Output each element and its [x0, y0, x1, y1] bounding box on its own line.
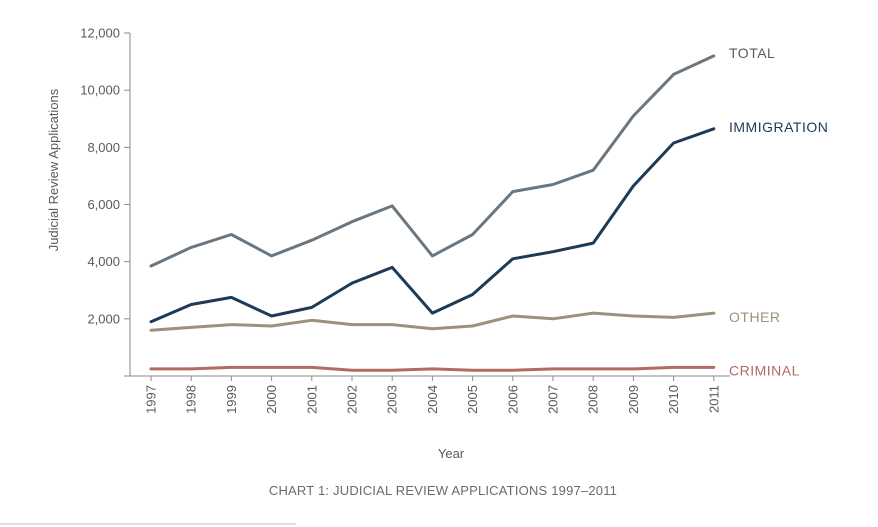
y-tick-label: 10,000	[80, 83, 120, 98]
x-tick-label: 2005	[465, 385, 480, 414]
series-line-criminal	[149, 365, 716, 372]
y-axis-title: Judicial Review Applications	[46, 88, 61, 251]
x-tick-label: 2011	[706, 385, 721, 413]
y-tick-label: 8,000	[87, 140, 120, 155]
y-tick-label: 2,000	[87, 311, 120, 326]
series-line-total	[149, 54, 716, 268]
x-tick-label: 2006	[505, 385, 520, 414]
x-tick-label: 2002	[345, 385, 360, 414]
x-tick-label: 2010	[666, 385, 681, 414]
y-tick-label: 4,000	[87, 254, 120, 269]
series-label-total: TOTAL	[729, 45, 775, 61]
series-label-other: OTHER	[729, 309, 781, 325]
x-tick-label: 2000	[264, 385, 279, 414]
y-ticks: 2,000 4,000 6,000 8,000 10,000 12,000	[80, 26, 130, 377]
x-tick-label: 1997	[144, 385, 159, 414]
series-labels: TOTAL IMMIGRATION OTHER CRIMINAL	[729, 45, 828, 379]
x-axis-title: Year	[438, 446, 465, 461]
x-tick-label: 2007	[546, 385, 561, 414]
x-tick-label: 2008	[586, 385, 601, 414]
x-tick-label: 2003	[385, 385, 400, 414]
series-line-immigration	[149, 127, 716, 324]
x-tick-label: 2009	[626, 385, 641, 414]
series-label-immigration: IMMIGRATION	[729, 119, 828, 135]
series-label-criminal: CRIMINAL	[729, 362, 800, 378]
x-tick-label: 2001	[304, 385, 319, 414]
y-tick-label: 6,000	[87, 197, 120, 212]
x-tick-label: 2004	[425, 385, 440, 414]
series-lines	[149, 54, 716, 372]
chart-caption: CHART 1: JUDICIAL REVIEW APPLICATIONS 19…	[269, 483, 617, 498]
x-ticks: 1997 1998 1999 2000 2001 2002 2003 2004 2005 2006…	[144, 376, 721, 414]
x-tick-label: 1999	[224, 385, 239, 414]
series-line-other	[149, 311, 716, 332]
x-tick-label: 1998	[184, 385, 199, 414]
y-tick-label: 12,000	[80, 26, 120, 41]
